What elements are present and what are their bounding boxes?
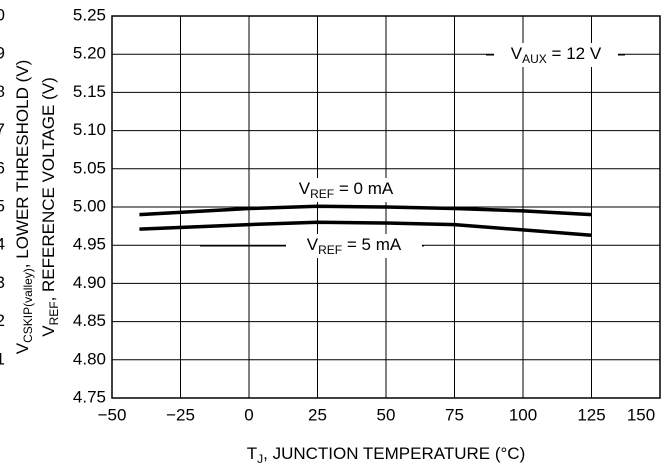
label-bg [286, 234, 422, 258]
y2-tick-fragment: 0 [0, 5, 5, 24]
text-rest: , LOWER THRESHOLD (V) [13, 60, 32, 268]
x-tick-label: 75 [445, 405, 464, 424]
text-main: V [307, 235, 319, 254]
y-tick-label: 5.25 [73, 5, 106, 24]
y2-tick-fragment: 8 [0, 82, 5, 101]
text-rest: = 5 mA [342, 235, 402, 254]
x-tick-label: 25 [308, 405, 327, 424]
x-tick-label: 0 [244, 405, 253, 424]
series-line [139, 204, 592, 217]
y-tick-label: 5.10 [73, 120, 106, 139]
text-main: T [247, 444, 257, 463]
y2-tick-fragment: 5 [0, 196, 5, 215]
label-bg [276, 178, 416, 202]
y2-tick-fragment: 2 [0, 311, 5, 330]
y-tick-label: 5.15 [73, 82, 106, 101]
text-main: V [13, 342, 32, 354]
y-tick-label: 4.95 [73, 235, 106, 254]
text-sub: REF [310, 187, 334, 201]
y2-axis-label: VCSKIP(valley), LOWER THRESHOLD (V) [13, 60, 35, 354]
x-tick-label: 100 [509, 405, 537, 424]
y-tick-label: 5.05 [73, 158, 106, 177]
text-sub: CSKIP(valley) [21, 268, 35, 343]
label-bg [494, 43, 618, 67]
y-tick-label: 4.80 [73, 349, 106, 368]
text-sub: J [257, 452, 263, 466]
y2-tick-fragment: 1 [0, 349, 5, 368]
y2-tick-fragment: 9 [0, 44, 5, 63]
text-main: V [299, 179, 311, 198]
text-sub: REF [318, 243, 342, 257]
series-label: VREF = 5 mA [307, 235, 402, 257]
text-rest: = 0 mA [334, 179, 394, 198]
x-tick-label: 150 [627, 405, 655, 424]
annotation: VAUX = 12 V [511, 44, 602, 66]
text-main: V [511, 44, 523, 63]
plot-border [111, 15, 661, 399]
y-tick-label: 5.20 [73, 44, 106, 63]
y2-tick-fragment: 6 [0, 158, 5, 177]
series-label: VREF = 0 mA [299, 179, 394, 201]
text-rest: , JUNCTION TEMPERATURE (°C) [263, 444, 525, 463]
y-tick-label: 5.00 [73, 196, 106, 215]
y-tick-label: 4.85 [73, 311, 106, 330]
x-axis-label: TJ, JUNCTION TEMPERATURE (°C) [247, 444, 526, 466]
x-tick-label: 50 [377, 405, 396, 424]
text-rest: , REFERENCE VOLTAGE (V) [39, 77, 58, 301]
text-sub: REF [47, 301, 61, 325]
y2-tick-fragment: 7 [0, 120, 5, 139]
y2-tick-fragment: 4 [0, 235, 5, 254]
x-tick-label: −25 [166, 405, 195, 424]
y-axis-label: VREF, REFERENCE VOLTAGE (V) [39, 77, 61, 337]
text-sub: AUX [522, 52, 547, 66]
x-tick-label: −50 [98, 405, 127, 424]
text-main: V [39, 325, 58, 337]
y-tick-label: 4.75 [73, 387, 106, 406]
y2-tick-fragment: 3 [0, 273, 5, 292]
x-tick-label: 125 [577, 405, 605, 424]
y-tick-label: 4.90 [73, 273, 106, 292]
text-rest: = 12 V [547, 44, 602, 63]
series-line [139, 220, 592, 238]
